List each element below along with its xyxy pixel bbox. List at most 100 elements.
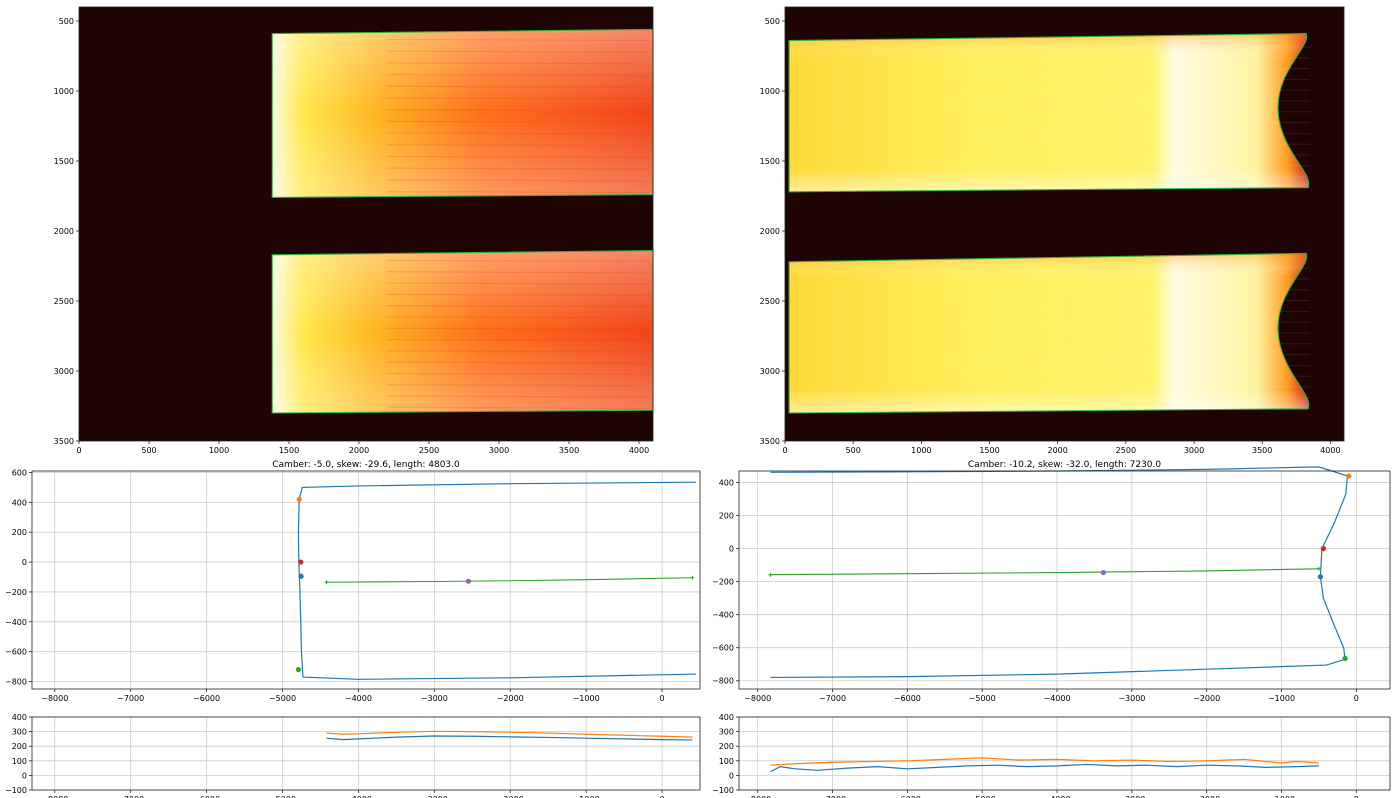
y-tick-label: 600	[12, 468, 27, 477]
y-tick-label: 0	[22, 558, 27, 567]
x-tick-label: −1000	[1268, 795, 1295, 798]
x-tick-label: 2000	[349, 446, 369, 455]
slab-streak	[386, 62, 650, 65]
x-tick-label: 2500	[1116, 446, 1136, 455]
axes-frame	[738, 716, 1391, 791]
slab-1-shading	[789, 33, 1309, 192]
x-tick-label: −7000	[819, 694, 846, 703]
y-tick-label: 300	[719, 728, 734, 737]
y-tick-label: 2000	[54, 227, 74, 236]
y-tick-label: −800	[5, 678, 27, 687]
x-tick-label: −2000	[1193, 694, 1220, 703]
slab-streak	[946, 277, 1311, 280]
left-profile-axes: −8000−7000−6000−5000−4000−3000−2000−1000…	[5, 713, 701, 798]
slab-streak	[386, 132, 650, 135]
slab-streak	[946, 385, 1311, 388]
slab-2-shading	[789, 253, 1309, 413]
y-tick-label: 2500	[54, 297, 74, 306]
slab-streak	[946, 142, 1311, 145]
slab-streak	[946, 77, 1311, 80]
y-tick-label: 2500	[760, 297, 780, 306]
x-tick-label: −6000	[193, 795, 220, 798]
plot-title: Camber: -10.2, skew: -32.0, length: 7230…	[968, 460, 1161, 470]
x-tick-label: −7000	[819, 795, 846, 798]
y-tick-label: −400	[712, 611, 734, 620]
profile-series-1	[770, 763, 1319, 773]
point-marker	[465, 578, 472, 584]
x-tick-label: −5000	[269, 795, 296, 798]
y-tick-label: 400	[12, 498, 27, 507]
x-tick-label: 3500	[559, 446, 579, 455]
centerline-endpoint	[690, 575, 695, 580]
x-tick-label: −1000	[573, 694, 600, 703]
y-tick-label: 0	[729, 545, 734, 554]
slab-streak	[946, 131, 1311, 134]
x-tick-label: −5000	[969, 694, 996, 703]
slab-streak	[946, 121, 1311, 124]
slab-streak	[386, 85, 650, 88]
right-image-axes: 0 500 1000 1500 2000 2500 3000 3500 4000 500 1000 1…	[760, 6, 1345, 455]
y-tick-label: −100	[712, 786, 734, 795]
slab-streak	[946, 175, 1311, 178]
centerline-series	[770, 568, 1319, 576]
x-tick-label: 3500	[1252, 446, 1272, 455]
point-marker	[1346, 473, 1352, 479]
y-tick-label: 200	[12, 528, 27, 537]
y-tick-label: 1500	[54, 157, 74, 166]
slab-streak	[386, 327, 650, 330]
slab-streak	[386, 338, 650, 342]
slab-streak	[946, 396, 1311, 399]
slab-streak	[946, 342, 1311, 345]
slab-streak	[946, 363, 1311, 366]
y-tick-label: 1000	[54, 87, 74, 96]
y-tick-label: 400	[719, 479, 734, 488]
slab-streak	[386, 179, 650, 182]
y-tick-label: 1000	[760, 87, 780, 96]
slab-streak	[946, 331, 1311, 334]
x-tick-label: 1000	[911, 446, 931, 455]
slab-streak	[386, 259, 650, 263]
y-tick-label: −200	[712, 578, 734, 587]
x-tick-label: −3000	[1118, 795, 1145, 798]
slab-streak	[386, 97, 650, 100]
centerline-endpoint	[768, 572, 773, 577]
slab-edge-outline	[788, 33, 1310, 193]
x-tick-label: −5000	[269, 694, 296, 703]
y-tick-label: −200	[5, 588, 27, 597]
right-profile-axes: −8000−7000−6000−5000−4000−3000−2000−1000…	[712, 713, 1391, 798]
profile-series-2	[770, 757, 1319, 766]
point-marker	[295, 666, 302, 673]
slab-streak	[386, 350, 650, 353]
x-tick-label: −2000	[497, 694, 524, 703]
x-tick-label: −8000	[744, 694, 771, 703]
y-tick-label: 1500	[760, 157, 780, 166]
axes-frame	[31, 716, 701, 791]
y-tick-label: −600	[712, 644, 734, 653]
x-tick-label: −4000	[1043, 694, 1070, 703]
slab-streak	[946, 320, 1311, 323]
x-tick-label: −6000	[894, 694, 921, 703]
slab-streak	[386, 372, 650, 376]
x-tick-label: 0	[782, 446, 787, 455]
centerline-series	[326, 577, 693, 583]
slab-streak	[386, 384, 650, 387]
slab-streak	[946, 266, 1311, 269]
x-tick-label: 0	[659, 694, 664, 703]
slab-streak	[386, 395, 650, 398]
slab-streak	[946, 56, 1311, 59]
y-tick-label: −400	[5, 618, 27, 627]
slab-streak	[386, 293, 650, 296]
x-tick-label: −4000	[1043, 795, 1070, 798]
slab-streak	[386, 361, 650, 364]
slab-streak	[386, 144, 650, 147]
y-tick-label: 500	[59, 17, 74, 26]
x-tick-label: 4000	[629, 446, 649, 455]
axes-frame	[784, 6, 1345, 442]
x-tick-label: 3000	[489, 446, 509, 455]
y-tick-label: 0	[22, 771, 27, 780]
x-tick-label: −7000	[117, 694, 144, 703]
slab-streak	[386, 305, 650, 308]
y-tick-label: 200	[719, 742, 734, 751]
x-tick-label: 2000	[1048, 446, 1068, 455]
